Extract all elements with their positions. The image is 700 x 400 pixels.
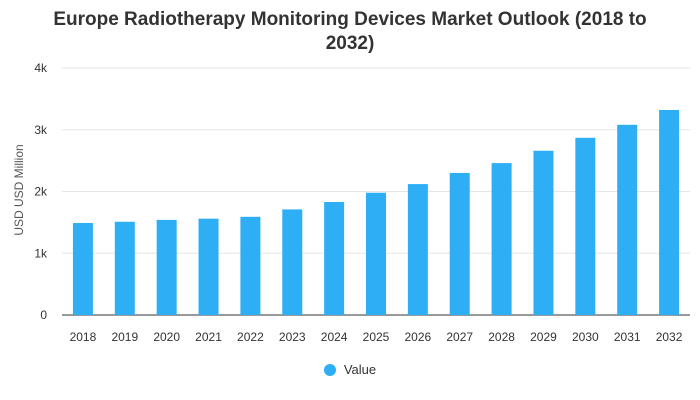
bar-2022[interactable] <box>240 216 261 315</box>
x-tick-label: 2028 <box>488 330 515 344</box>
bar-2023[interactable] <box>282 209 303 315</box>
legend[interactable]: Value <box>0 362 700 377</box>
y-tick-label: 3k <box>34 123 48 137</box>
y-axis: 0 1k 2k 3k 4k <box>34 61 48 322</box>
bar-2030[interactable] <box>575 137 596 315</box>
x-tick-label: 2019 <box>111 330 138 344</box>
bar-2021[interactable] <box>198 218 219 315</box>
chart-title-line-1: Europe Radiotherapy Monitoring Devices M… <box>53 9 647 30</box>
bar-2026[interactable] <box>407 184 428 315</box>
x-tick-label: 2030 <box>572 330 599 344</box>
x-axis: 2018 2019 2020 2021 2022 2023 2024 2025 2026 2027… <box>70 330 683 344</box>
legend-label-value: Value <box>343 362 377 377</box>
y-tick-label: 1k <box>34 246 48 260</box>
bar-2027[interactable] <box>449 172 470 315</box>
x-tick-label: 2027 <box>446 330 473 344</box>
bar-2025[interactable] <box>366 192 386 315</box>
bar-2028[interactable] <box>491 163 512 315</box>
x-tick-label: 2021 <box>195 330 222 344</box>
x-tick-label: 2018 <box>70 330 97 344</box>
x-tick-label: 2029 <box>530 330 557 344</box>
chart-title-line-2: 2032) <box>325 33 375 54</box>
x-tick-label: 2023 <box>279 330 306 344</box>
chart-title: Europe Radiotherapy Monitoring Devices M… <box>0 8 700 56</box>
bar-2032[interactable] <box>659 109 680 316</box>
y-axis-label: USD USD Million <box>12 144 26 235</box>
x-tick-label: 2032 <box>656 330 683 344</box>
bar-2020[interactable] <box>156 219 177 315</box>
x-tick-label: 2024 <box>321 330 348 344</box>
bar-2029[interactable] <box>533 150 554 315</box>
bars <box>72 109 680 316</box>
x-tick-label: 2031 <box>614 330 641 344</box>
bar-2018[interactable] <box>72 222 93 315</box>
y-tick-label: 0 <box>40 308 47 322</box>
x-tick-label: 2020 <box>153 330 180 344</box>
x-tick-label: 2022 <box>237 330 264 344</box>
y-tick-label: 2k <box>34 185 48 199</box>
bar-2024[interactable] <box>324 201 345 315</box>
y-tick-label: 4k <box>34 61 48 75</box>
x-tick-label: 2025 <box>363 330 390 344</box>
legend-marker-value <box>323 363 336 376</box>
bar-2031[interactable] <box>617 124 638 315</box>
bar-2019[interactable] <box>114 221 135 315</box>
x-tick-label: 2026 <box>405 330 432 344</box>
